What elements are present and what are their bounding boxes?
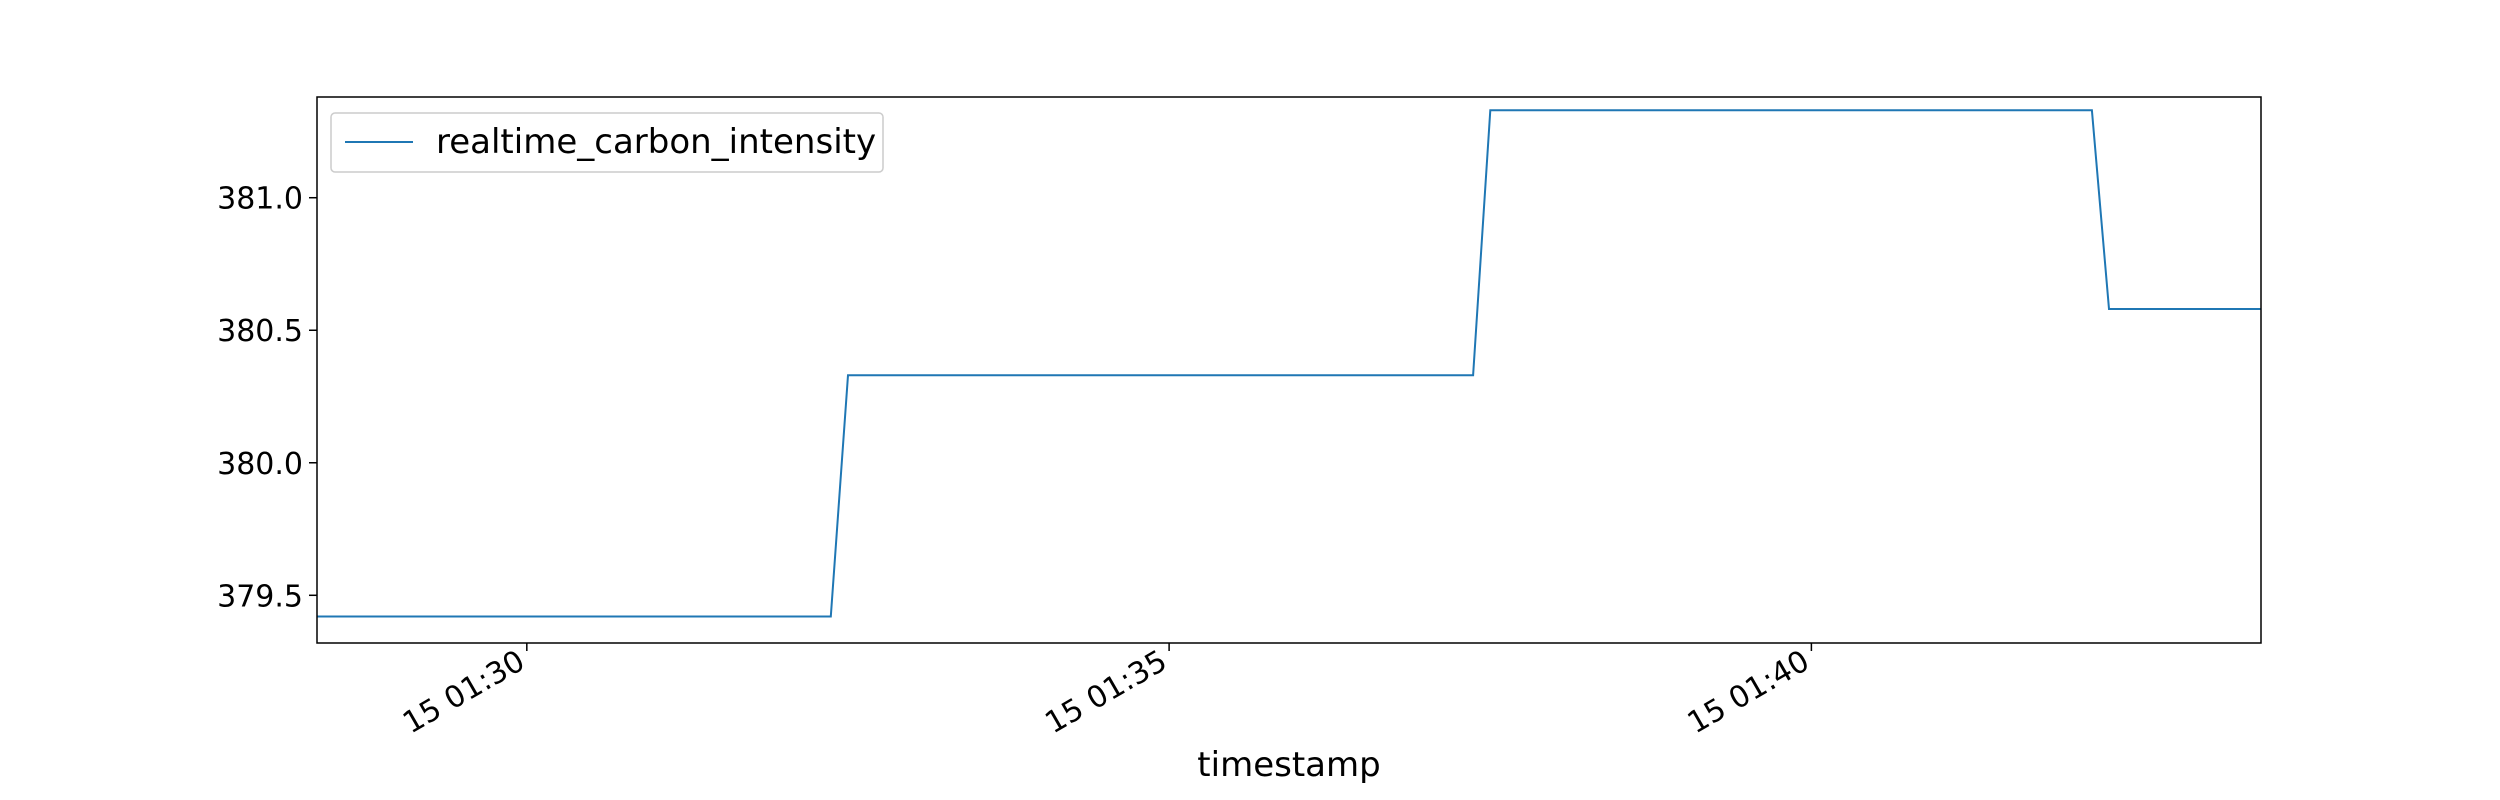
- x-tick-label: 15 01:35: [1039, 644, 1173, 741]
- x-tick-label: 15 01:30: [397, 644, 531, 741]
- y-tick-label: 381.0: [217, 182, 303, 217]
- y-tick-label: 380.0: [217, 447, 303, 482]
- plot-frame: [316, 96, 2262, 644]
- y-tick-label: 380.5: [217, 314, 303, 349]
- x-tick-label: 15 01:40: [1682, 644, 1816, 741]
- x-axis-title: timestamp: [1197, 745, 1380, 785]
- legend-box: [330, 112, 884, 173]
- x-axis: 15 01:30 15 01:35 15 01:40: [397, 643, 1815, 741]
- y-tick-label: 379.5: [217, 579, 303, 614]
- legend: realtime_carbon_intensity: [330, 112, 884, 173]
- series-line-realtime-carbon-intensity: [317, 109, 2261, 618]
- series-lines: [317, 109, 2261, 618]
- legend-label-realtime-carbon-intensity: realtime_carbon_intensity: [436, 122, 876, 162]
- y-axis: 379.5 380.0 380.5 381.0: [217, 182, 317, 614]
